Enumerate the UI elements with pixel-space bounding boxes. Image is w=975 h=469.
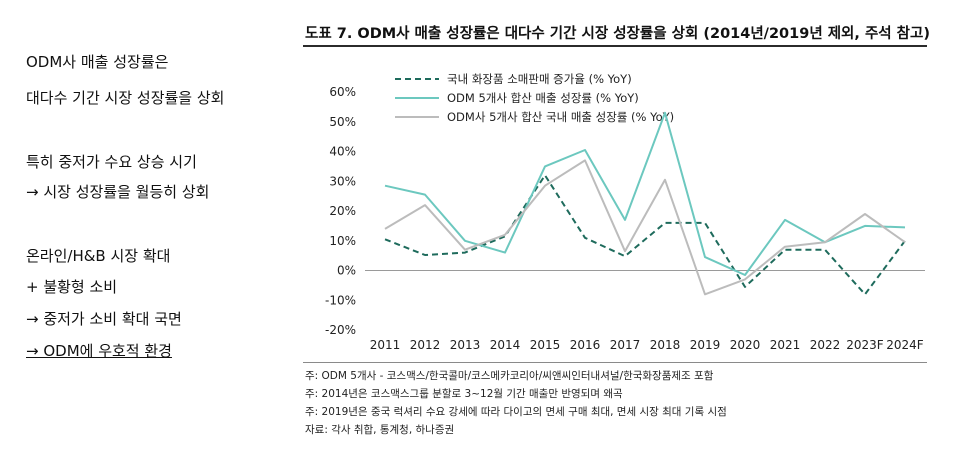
note-1: 주: ODM 5개사 - 코스맥스/한국콜마/코스메카코리아/씨앤씨인터내셔널/… <box>305 370 714 382</box>
y-tick-label: 40% <box>329 145 356 159</box>
x-tick-label: 2014 <box>490 338 521 352</box>
x-tick-label: 2021 <box>770 338 801 352</box>
left-text-line-6: + 불황형 소비 <box>26 278 118 296</box>
y-tick-label: 0% <box>337 264 356 278</box>
notes-divider <box>303 362 927 363</box>
series-line-3 <box>384 159 906 296</box>
left-text-line-8: → ODM에 우호적 환경 <box>26 342 172 360</box>
legend-label-3: ODM사 5개사 합산 국내 매출 성장률 (% YoY) <box>447 110 674 124</box>
left-text-line-1: ODM사 매출 성장률은 <box>26 53 169 71</box>
chart-lines <box>384 111 906 296</box>
y-tick-label: -20% <box>325 323 356 337</box>
series-line-1 <box>384 174 906 296</box>
x-tick-label: 2023F <box>846 338 884 352</box>
y-tick-label: -10% <box>325 293 356 307</box>
chart-legend: 국내 화장품 소매판매 증가율 (% YoY) ODM 5개사 합산 매출 성장률… <box>395 72 674 124</box>
legend-label-2: ODM 5개사 합산 매출 성장률 (% YoY) <box>447 91 639 105</box>
note-2: 주: 2014년은 코스맥스그룹 분할로 3~12월 기간 매출만 반영되며 왜… <box>305 388 623 400</box>
x-tick-label: 2024F <box>886 338 924 352</box>
x-tick-label: 2012 <box>410 338 441 352</box>
left-text-line-7: → 중저가 소비 확대 국면 <box>26 310 182 328</box>
y-tick-label: 30% <box>329 174 356 188</box>
chart-title: 도표 7. ODM사 매출 성장률은 대다수 기간 시장 성장률을 상회 (20… <box>305 26 930 42</box>
x-tick-label: 2022 <box>810 338 841 352</box>
x-tick-label: 2011 <box>370 338 401 352</box>
x-tick-label: 2020 <box>730 338 761 352</box>
x-tick-label: 2017 <box>610 338 641 352</box>
note-3: 주: 2019년은 중국 럭셔리 수요 강세에 따라 다이고의 면세 구매 최대… <box>305 406 727 418</box>
x-tick-label: 2018 <box>650 338 681 352</box>
y-tick-label: 20% <box>329 204 356 218</box>
y-tick-label: 50% <box>329 115 356 129</box>
y-tick-label: 10% <box>329 234 356 248</box>
chart-axes: -20% -10% 0% 10% 20% 30% 40% 50% 60% 2011 2012 2013… <box>325 85 925 352</box>
left-text-line-5: 온라인/H&B 시장 확대 <box>26 247 171 265</box>
left-text-line-3: 특히 중저가 수요 상승 시기 <box>26 153 197 171</box>
note-4: 자료: 각사 취합, 통계청, 하나증권 <box>305 424 455 436</box>
legend-label-1: 국내 화장품 소매판매 증가율 (% YoY) <box>447 72 632 86</box>
left-text-line-2: 대다수 기간 시장 성장률을 상회 <box>26 89 225 107</box>
x-tick-label: 2019 <box>690 338 721 352</box>
title-divider <box>303 45 927 47</box>
x-tick-label: 2013 <box>450 338 481 352</box>
x-tick-label: 2015 <box>530 338 561 352</box>
left-text-line-4: → 시장 성장률을 월등히 상회 <box>26 183 210 201</box>
series-line-2 <box>384 111 906 276</box>
line-chart: 국내 화장품 소매판매 증가율 (% YoY) ODM 5개사 합산 매출 성장률… <box>325 72 925 352</box>
y-tick-label: 60% <box>329 85 356 99</box>
x-tick-label: 2016 <box>570 338 601 352</box>
